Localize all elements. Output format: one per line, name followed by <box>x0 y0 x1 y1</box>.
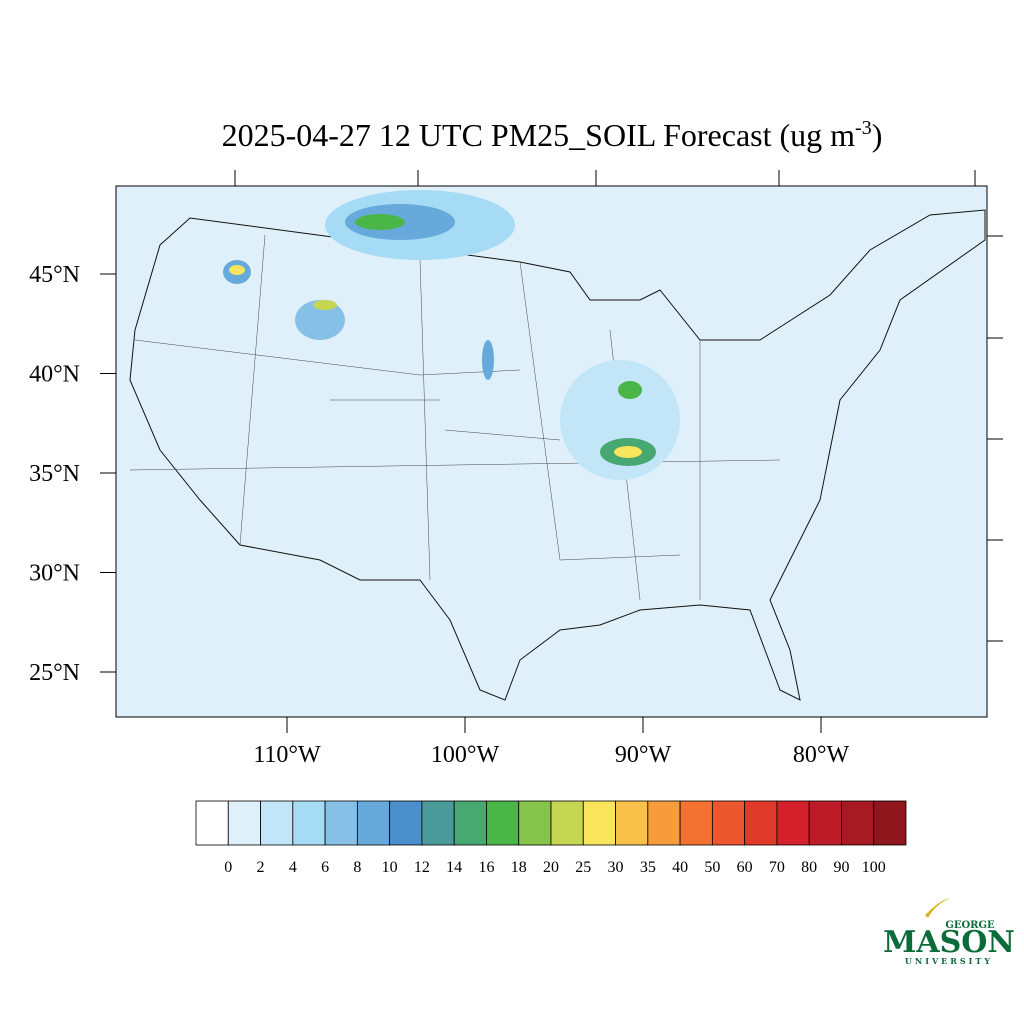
colorbar-label: 35 <box>640 859 656 876</box>
colorbar-label: 40 <box>672 859 688 876</box>
logo-mark <box>925 898 950 918</box>
frame-ticks <box>234 170 1003 642</box>
lon-label: 90°W <box>615 742 672 768</box>
colorbar-box <box>679 800 713 846</box>
lat-label: 45°N <box>29 262 80 288</box>
colorbar-box <box>356 800 391 846</box>
colorbar-label: 90 <box>833 859 849 876</box>
colorbar-box <box>324 800 358 846</box>
colorbar-box <box>744 800 778 846</box>
title-suffix: ) <box>872 117 883 153</box>
colorbar-box <box>518 800 552 846</box>
title: 2025-04-27 12 UTC PM25_SOIL Forecast (ug… <box>222 117 883 153</box>
colorbar-label: 10 <box>382 859 398 876</box>
lon-label: 100°W <box>431 742 500 768</box>
colorbar-box <box>873 800 907 846</box>
logo: GEORGE MASON UNIVERSITY <box>883 898 1015 966</box>
colorbar-label: 30 <box>608 859 624 876</box>
concentration-patches <box>223 190 680 480</box>
colorbar-label: 0 <box>224 859 232 876</box>
lon-label: 110°W <box>253 742 321 768</box>
colorbar: 0 2 4 6 8 10 12 14 16 18 20 25 30 35 40 50 60 70 80 90 100 <box>195 800 907 876</box>
colorbar-box <box>421 800 455 846</box>
map-frame <box>115 185 988 718</box>
logo-bottom: UNIVERSITY <box>905 956 993 966</box>
colorbar-box <box>486 800 520 846</box>
lat-label: 35°N <box>29 461 80 487</box>
map <box>115 170 1003 718</box>
colorbar-box <box>550 800 584 846</box>
colorbar-box <box>195 800 229 846</box>
colorbar-box <box>776 800 810 846</box>
lat-label: 30°N <box>29 561 80 587</box>
lon-label: 80°W <box>793 742 850 768</box>
colorbar-box <box>389 800 423 846</box>
colorbar-label: 16 <box>478 859 494 876</box>
logo-main: MASON <box>883 925 1015 960</box>
colorbar-box <box>841 800 875 846</box>
title-superscript: -3 <box>855 117 872 139</box>
colorbar-label: 12 <box>414 859 430 876</box>
title-text: 2025-04-27 12 UTC PM25_SOIL Forecast (ug… <box>222 117 856 153</box>
map-background <box>116 186 987 717</box>
colorbar-label: 20 <box>543 859 559 876</box>
colorbar-box <box>453 800 487 846</box>
colorbar-label: 8 <box>353 859 361 876</box>
colorbar-box <box>615 800 649 846</box>
colorbar-label: 50 <box>704 859 720 876</box>
colorbar-box <box>227 800 261 846</box>
colorbar-label: 25 <box>575 859 591 876</box>
colorbar-label: 14 <box>446 859 462 876</box>
colorbar-box <box>647 800 681 846</box>
colorbar-label: 18 <box>511 859 527 876</box>
colorbar-label: 70 <box>769 859 785 876</box>
logo-top: GEORGE <box>945 920 995 931</box>
colorbar-box <box>808 800 842 846</box>
colorbar-box <box>260 800 294 846</box>
colorbar-label: 100 <box>862 859 886 876</box>
colorbar-label: 80 <box>801 859 817 876</box>
colorbar-box <box>292 800 326 846</box>
lat-label: 40°N <box>29 362 80 388</box>
colorbar-label: 4 <box>289 859 297 876</box>
colorbar-label: 6 <box>321 859 329 876</box>
colorbar-label: 60 <box>737 859 753 876</box>
coastline <box>129 209 986 701</box>
colorbar-box <box>711 800 746 846</box>
colorbar-label: 2 <box>257 859 265 876</box>
lat-label: 25°N <box>29 660 80 686</box>
colorbar-box <box>582 800 616 846</box>
